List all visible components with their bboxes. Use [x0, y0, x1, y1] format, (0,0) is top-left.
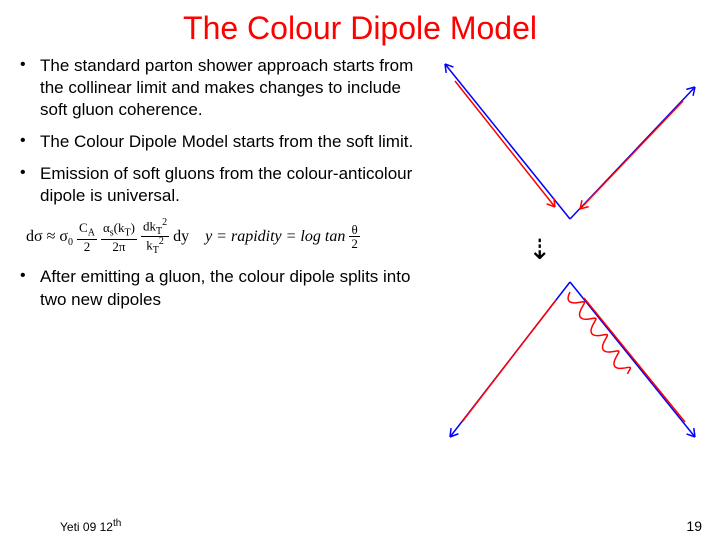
list-item: • Emission of soft gluons from the colou… — [20, 163, 430, 207]
page-number: 19 — [686, 518, 702, 534]
list-item: • After emitting a gluon, the colour dip… — [20, 266, 430, 310]
bullet-text: The Colour Dipole Model starts from the … — [40, 131, 413, 153]
down-arrow-icon: ⇣ — [528, 233, 551, 267]
dipole-diagram-bottom — [440, 272, 700, 472]
list-item: • The standard parton shower approach st… — [20, 55, 430, 121]
page-title: The Colour Dipole Model — [0, 0, 720, 55]
bullet-text: The standard parton shower approach star… — [40, 55, 430, 121]
content-row: • The standard parton shower approach st… — [0, 55, 720, 477]
footer-text: Yeti 09 12th — [60, 518, 121, 534]
bullet-dot: • — [20, 131, 40, 153]
right-column: ⇣ — [440, 55, 710, 477]
dipole-diagram-top — [440, 59, 700, 229]
bullet-text: Emission of soft gluons from the colour-… — [40, 163, 430, 207]
list-item: • The Colour Dipole Model starts from th… — [20, 131, 430, 153]
bullet-text: After emitting a gluon, the colour dipol… — [40, 266, 430, 310]
formula-block: dσ ≈ σ0 CA2 αs(kT)2π dkT2kT2 dy y = rapi… — [26, 218, 430, 257]
bullet-dot: • — [20, 55, 40, 121]
bullet-dot: • — [20, 266, 40, 310]
left-column: • The standard parton shower approach st… — [20, 55, 440, 477]
formula-text: dσ ≈ σ0 CA2 αs(kT)2π dkT2kT2 dy y = rapi… — [26, 228, 360, 245]
bullet-dot: • — [20, 163, 40, 207]
bullet-list: • The standard parton shower approach st… — [20, 55, 430, 208]
bullet-list-2: • After emitting a gluon, the colour dip… — [20, 266, 430, 310]
